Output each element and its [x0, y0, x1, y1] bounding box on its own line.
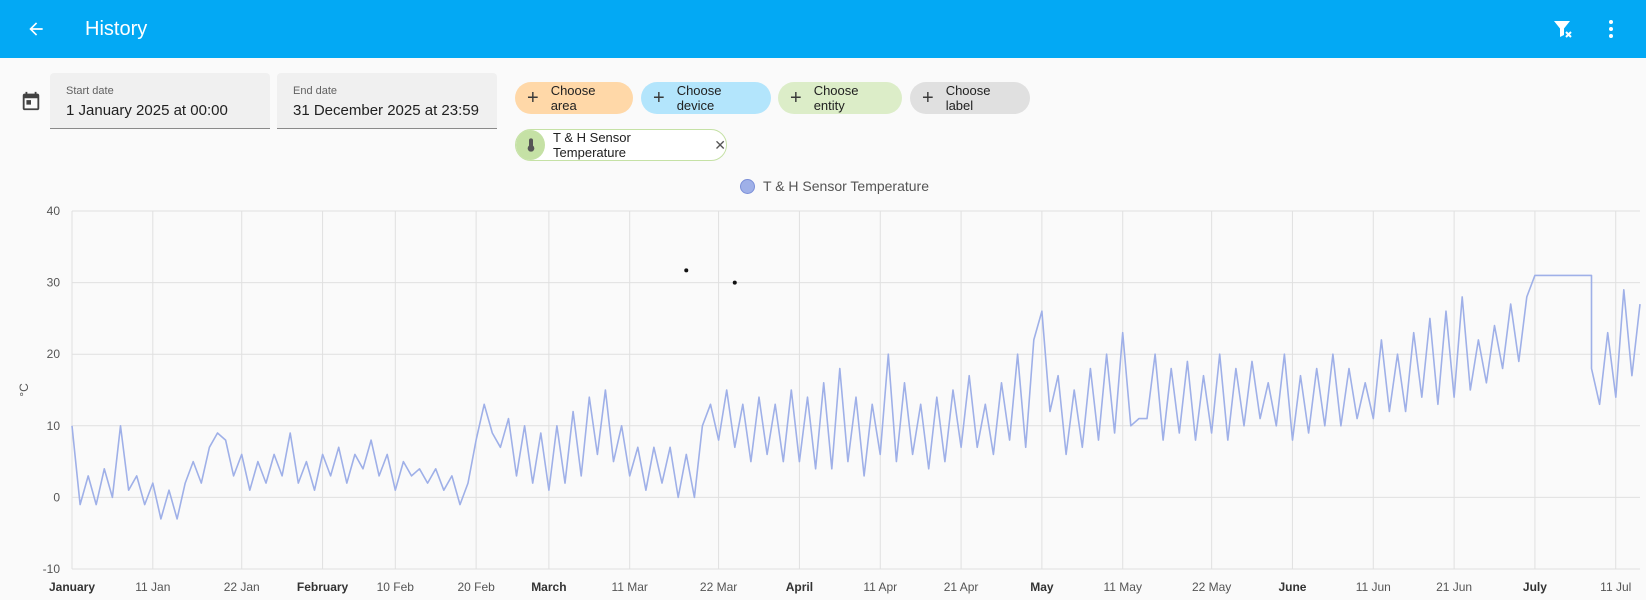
choose-label-chip[interactable]: + Choose label	[910, 82, 1030, 114]
dots-vertical-icon	[1609, 20, 1613, 38]
y-tick-label: 30	[47, 276, 61, 290]
x-tick-label: 11 Jul	[1600, 580, 1631, 594]
choose-area-chip[interactable]: + Choose area	[515, 82, 633, 114]
arrow-left-icon	[29, 22, 43, 36]
choose-area-label: Choose area	[550, 83, 596, 113]
x-tick-label: 21 Jun	[1436, 580, 1472, 594]
x-tick-label: July	[1523, 580, 1547, 594]
y-tick-label: 40	[47, 204, 61, 218]
choose-device-chip[interactable]: + Choose device	[641, 82, 771, 114]
x-tick-label: February	[297, 580, 349, 594]
chart-grid	[71, 210, 1640, 570]
close-icon[interactable]: ✕	[714, 136, 726, 153]
series-line	[71, 274, 1641, 520]
calendar-icon	[22, 91, 40, 111]
x-tick-label: 11 Mar	[611, 580, 647, 594]
x-tick-label: May	[1030, 580, 1054, 594]
clear-filters-button[interactable]	[1547, 13, 1579, 45]
start-date-field[interactable]: Start date 1 January 2025 at 00:00	[50, 73, 270, 129]
plus-icon: +	[922, 87, 934, 109]
plus-icon: +	[790, 87, 802, 109]
overflow-menu-button[interactable]	[1595, 13, 1627, 45]
end-date-field[interactable]: End date 31 December 2025 at 23:59	[277, 73, 497, 129]
data-point	[732, 280, 737, 285]
x-tick-label: 22 May	[1192, 580, 1231, 594]
x-tick-label: 22 Mar	[700, 580, 737, 594]
app-bar: History	[0, 0, 1646, 58]
y-tick-label: 20	[47, 347, 61, 361]
y-tick-label: 0	[53, 490, 60, 504]
selected-entity-label: T & H Sensor Temperature	[553, 130, 631, 160]
x-tick-label: 11 Jun	[1356, 580, 1391, 594]
x-tick-label: 22 Jan	[224, 580, 260, 594]
x-tick-label: 11 May	[1103, 580, 1141, 594]
legend-label: T & H Sensor Temperature	[763, 178, 930, 194]
start-date-value: 1 January 2025 at 00:00	[66, 102, 228, 119]
plus-icon: +	[653, 87, 665, 109]
entity-avatar	[516, 130, 546, 160]
chart-series	[71, 268, 1641, 520]
y-axis-label: °C	[17, 383, 31, 397]
end-date-value: 31 December 2025 at 23:59	[293, 102, 479, 119]
choose-device-label: Choose device	[676, 83, 722, 113]
y-axis-ticks: 40 30 20 10 0 -10	[43, 204, 61, 576]
history-chart: 40 30 20 10 0 -10 January 11 Jan 22 Jan February…	[17, 204, 1641, 594]
thermometer-icon	[527, 138, 534, 152]
end-date-label: End date	[293, 85, 338, 97]
page-title: History	[85, 18, 148, 40]
choose-entity-label: Choose entity	[813, 83, 859, 113]
x-tick-label: June	[1278, 580, 1306, 594]
plus-icon: +	[527, 87, 539, 109]
x-tick-label: 21 Apr	[944, 580, 979, 594]
x-tick-label: March	[531, 580, 566, 594]
choose-label-label: Choose label	[945, 83, 991, 113]
x-axis-ticks: January 11 Jan 22 Jan February 10 Feb 20 Feb M…	[49, 580, 1631, 594]
x-tick-label: January	[49, 580, 95, 594]
selected-entity-chip[interactable]: T & H Sensor Temperature ✕	[515, 129, 727, 161]
chart-legend-item[interactable]: T & H Sensor Temperature	[740, 178, 929, 194]
x-tick-label: 11 Apr	[863, 580, 897, 594]
legend-color-swatch	[740, 178, 755, 194]
y-tick-label: -10	[43, 562, 61, 576]
start-date-label: Start date	[66, 85, 114, 97]
choose-entity-chip[interactable]: + Choose entity	[778, 82, 902, 114]
back-button[interactable]	[20, 13, 52, 45]
data-point	[684, 268, 689, 273]
filter-remove-icon	[1554, 21, 1572, 38]
y-tick-label: 10	[47, 419, 61, 433]
x-tick-label: 10 Feb	[377, 580, 415, 594]
x-tick-label: April	[786, 580, 813, 594]
x-tick-label: 11 Jan	[135, 580, 170, 594]
x-tick-label: 20 Feb	[457, 580, 495, 594]
